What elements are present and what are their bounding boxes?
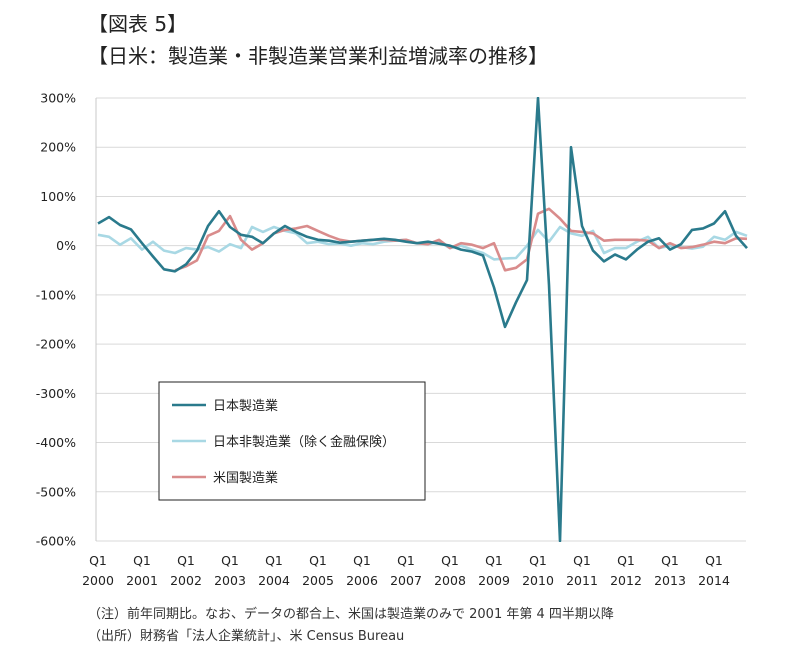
x-tick-year: 2010	[522, 573, 554, 588]
x-tick-year: 2006	[346, 573, 378, 588]
x-tick-quarter: Q1	[265, 553, 283, 568]
series-lines	[97, 97, 748, 542]
y-tick-label: 0%	[56, 238, 76, 253]
x-axis-tick-labels: Q1 2000 Q1 2001 Q1 2002 Q1 2003 Q1 2004 Q1 2005 Q1 20…	[82, 553, 730, 588]
y-tick-label: -500%	[36, 484, 76, 499]
footnotes: （注）前年同期比。なお、データの都合上、米国は製造業のみで 2001 年第 4 …	[88, 604, 614, 648]
y-tick-label: 300%	[40, 91, 76, 106]
figure-label: 【図表 5】	[88, 12, 188, 36]
x-tick-quarter: Q1	[661, 553, 679, 568]
x-tick-year: 2013	[654, 573, 686, 588]
footnote-note: （注）前年同期比。なお、データの都合上、米国は製造業のみで 2001 年第 4 …	[88, 607, 614, 622]
x-tick-quarter: Q1	[177, 553, 195, 568]
y-tick-label: -100%	[36, 287, 76, 302]
x-tick-quarter: Q1	[309, 553, 327, 568]
legend-label: 米国製造業	[213, 470, 278, 486]
x-tick-year: 2007	[390, 573, 422, 588]
x-tick-quarter: Q1	[573, 553, 591, 568]
x-tick-year: 2008	[434, 573, 466, 588]
x-tick-year: 2014	[698, 573, 730, 588]
x-tick-quarter: Q1	[529, 553, 547, 568]
x-tick-year: 2002	[170, 573, 202, 588]
x-tick-year: 2012	[610, 573, 642, 588]
y-axis-tick-labels: 300% 200% 100% 0% -100% -200% -300% -400% -500% -…	[36, 91, 76, 549]
x-tick-quarter: Q1	[89, 553, 107, 568]
x-tick-year: 2011	[566, 573, 598, 588]
x-tick-quarter: Q1	[221, 553, 239, 568]
y-tick-label: -200%	[36, 337, 76, 352]
x-tick-year: 2004	[258, 573, 290, 588]
x-tick-year: 2000	[82, 573, 114, 588]
x-tick-quarter: Q1	[441, 553, 459, 568]
x-tick-quarter: Q1	[133, 553, 151, 568]
x-tick-quarter: Q1	[485, 553, 503, 568]
legend-label: 日本製造業	[213, 398, 278, 414]
y-tick-label: 200%	[40, 140, 76, 155]
x-tick-quarter: Q1	[705, 553, 723, 568]
x-tick-year: 2001	[126, 573, 158, 588]
y-tick-label: -400%	[36, 435, 76, 450]
legend-label: 日本非製造業（除く金融保険）	[213, 434, 395, 450]
x-tick-year: 2009	[478, 573, 510, 588]
x-tick-year: 2003	[214, 573, 246, 588]
footnote-source: （出所）財務省「法人企業統計」、米 Census Bureau	[88, 629, 405, 644]
x-tick-quarter: Q1	[617, 553, 635, 568]
series-line-0	[97, 97, 748, 542]
chart-title: 【日米：製造業・非製造業営業利益増減率の推移】	[88, 44, 548, 68]
x-tick-quarter: Q1	[397, 553, 415, 568]
x-tick-quarter: Q1	[353, 553, 371, 568]
line-chart: 300% 200% 100% 0% -100% -200% -300% -400% -500% -…	[36, 91, 748, 588]
y-tick-label: -600%	[36, 534, 76, 549]
y-tick-label: -300%	[36, 386, 76, 401]
x-tick-year: 2005	[302, 573, 334, 588]
y-tick-label: 100%	[40, 189, 76, 204]
